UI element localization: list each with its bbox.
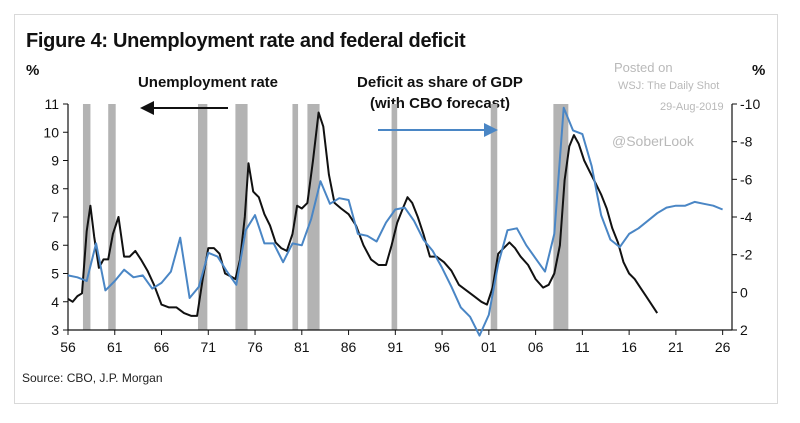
deficit-share-line — [67, 106, 723, 337]
watermark-handle: @SoberLook — [612, 133, 694, 149]
left-axis-unit: % — [26, 62, 40, 79]
recession-bands — [82, 104, 569, 330]
series-lines — [67, 106, 723, 337]
left-tick-label: 8 — [51, 181, 59, 197]
left-tick-label: 5 — [51, 266, 59, 282]
left-tick-label: 11 — [44, 96, 59, 112]
left-tick-label: 4 — [51, 294, 59, 310]
watermark-posted-on: Posted on — [614, 60, 673, 75]
deficit-annotation-line2: (with CBO forecast) — [369, 95, 510, 112]
right-tick-label: -2 — [740, 247, 753, 263]
x-tick-label: 56 — [60, 339, 76, 355]
left-tick-label: 9 — [51, 153, 59, 169]
unemployment-annotation: Unemployment rate — [137, 74, 279, 91]
right-tick-label: -10 — [740, 96, 760, 112]
left-tick-label: 6 — [51, 237, 59, 253]
x-tick-label: 11 — [575, 339, 590, 355]
watermark-date: 29-Aug-2019 — [660, 101, 724, 113]
chart-source: Source: CBO, J.P. Morgan — [22, 371, 163, 385]
right-tick-label: -8 — [740, 134, 753, 150]
x-tick-label: 86 — [341, 339, 357, 355]
x-tick-label: 26 — [715, 339, 731, 355]
x-tick-label: 16 — [621, 339, 637, 355]
recession-band — [490, 104, 498, 330]
right-axis-unit: % — [752, 62, 766, 79]
chart-frame — [14, 14, 778, 404]
x-tick-label: 71 — [200, 339, 216, 355]
right-tick-label: -4 — [740, 209, 753, 225]
unemployment-arrow-head — [140, 101, 154, 115]
watermark-source: WSJ: The Daily Shot — [618, 80, 720, 92]
left-tick-label: 3 — [51, 322, 59, 338]
chart-title: Figure 4: Unemployment rate and federal … — [26, 30, 466, 52]
left-tick-label: 7 — [51, 209, 59, 225]
deficit-annotation-line1: Deficit as share of GDP — [357, 74, 523, 91]
x-tick-label: 76 — [247, 339, 263, 355]
deficit-arrow-head — [484, 123, 498, 137]
recession-band — [391, 104, 398, 330]
x-tick-label: 66 — [154, 339, 170, 355]
x-tick-label: 61 — [107, 339, 123, 355]
recession-band — [108, 104, 116, 330]
right-tick-label: 2 — [740, 322, 748, 338]
recession-band — [197, 104, 208, 330]
x-tick-label: 81 — [294, 339, 310, 355]
x-tick-label: 21 — [668, 339, 684, 355]
annotation-arrows — [140, 101, 498, 137]
right-tick-label: 0 — [740, 284, 748, 300]
x-tick-label: 01 — [481, 339, 497, 355]
x-tick-label: 91 — [388, 339, 404, 355]
x-tick-label: 06 — [528, 339, 544, 355]
right-tick-label: -6 — [740, 171, 753, 187]
recession-band — [553, 104, 569, 330]
recession-band — [307, 104, 320, 330]
unemployment-rate-line — [67, 111, 659, 317]
recession-band — [82, 104, 91, 330]
x-tick-label: 96 — [434, 339, 450, 355]
left-tick-label: 10 — [43, 124, 59, 140]
